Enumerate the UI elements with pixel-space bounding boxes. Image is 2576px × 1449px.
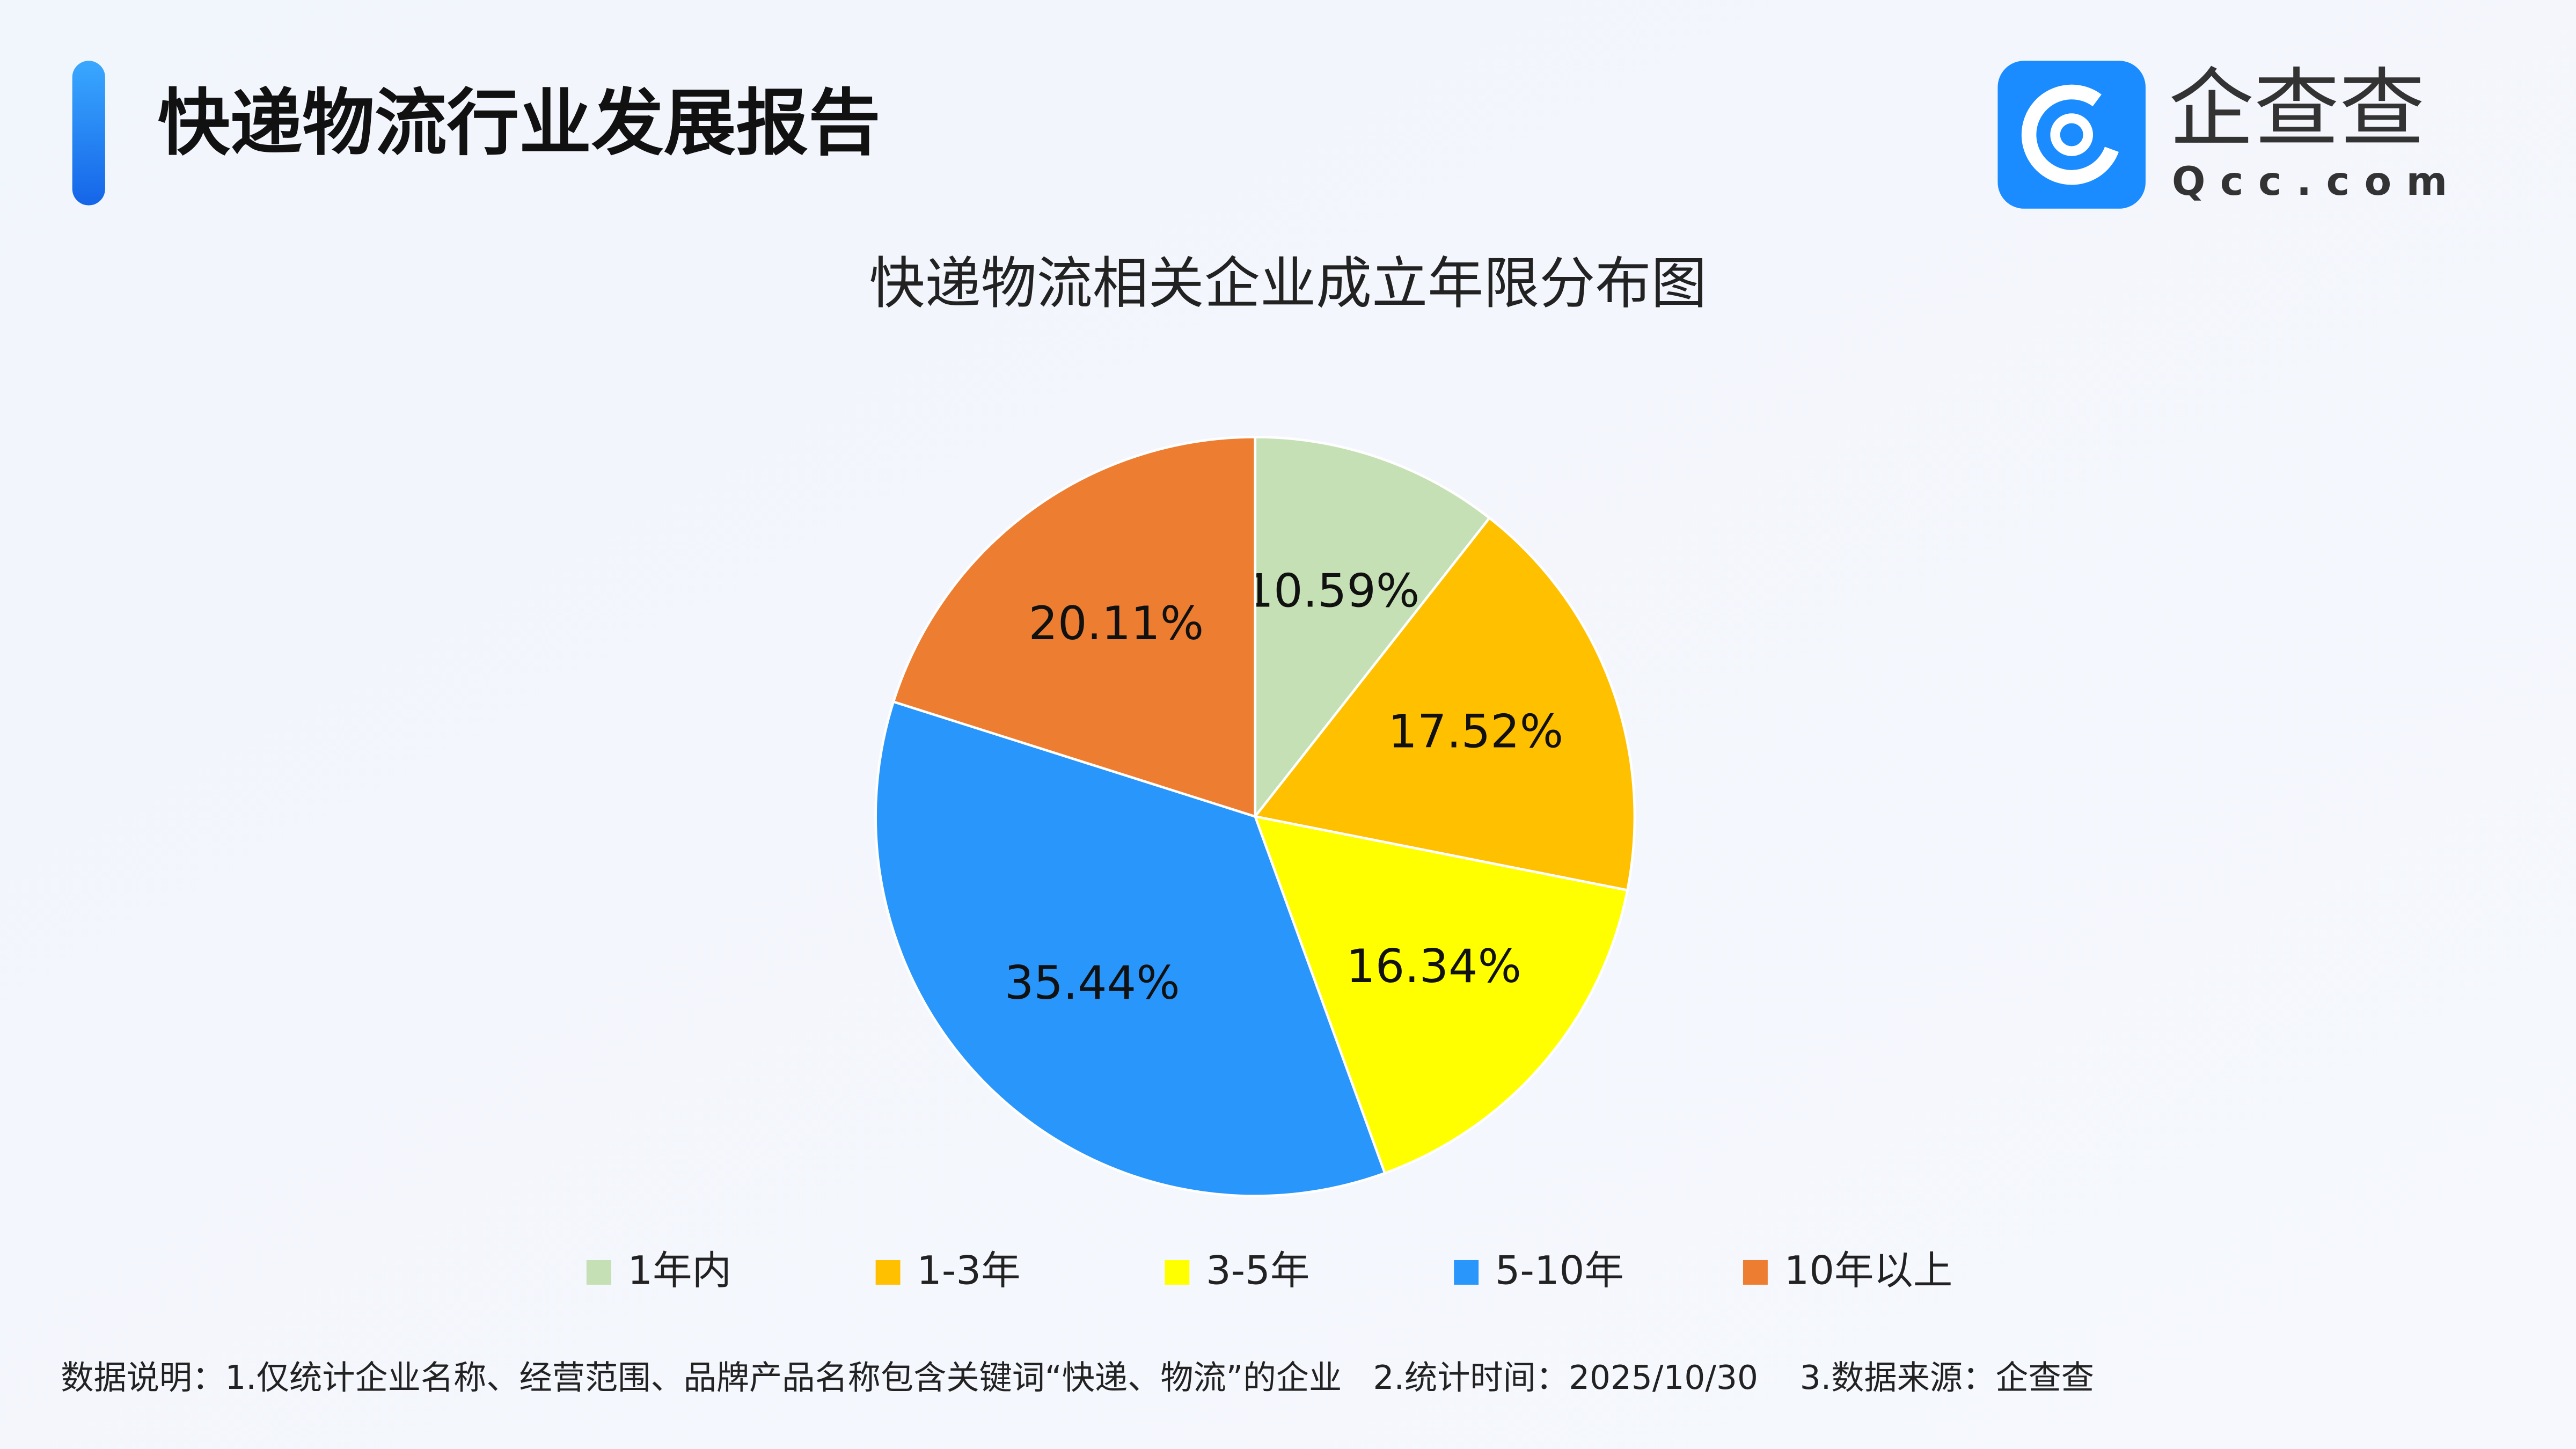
pie-slice bbox=[891, 435, 1257, 818]
pie-slice bbox=[1254, 435, 1491, 821]
data-label: 16.34% bbox=[1346, 940, 1521, 993]
data-label: 20.11% bbox=[1028, 597, 1204, 650]
logo-ring bbox=[2021, 84, 2122, 185]
chart-title: 快递物流相关企业成立年限分布图 bbox=[869, 251, 1707, 316]
data-label: 10.59% bbox=[1245, 564, 1420, 618]
legend-label: 1年内 bbox=[627, 1248, 731, 1293]
logo-icon bbox=[1997, 61, 2146, 209]
legend-label: 1-3年 bbox=[917, 1248, 1020, 1293]
legend-swatch bbox=[1454, 1260, 1479, 1285]
legend-swatch bbox=[1743, 1260, 1768, 1285]
data-label: 17.52% bbox=[1388, 705, 1563, 758]
pie-slice bbox=[1253, 516, 1636, 892]
data-label: 35.44% bbox=[1005, 956, 1180, 1010]
legend-label: 10年以上 bbox=[1784, 1248, 1952, 1293]
logo-domain: Qcc.com bbox=[2172, 159, 2462, 204]
pie-slice bbox=[874, 700, 1387, 1197]
logo-dot bbox=[2050, 113, 2093, 156]
legend-swatch bbox=[1165, 1260, 1190, 1285]
footnote: 数据说明：1.仅统计企业名称、经营范围、品牌产品名称包含关键词“快递、物流”的企… bbox=[61, 1359, 2094, 1397]
report-title: 快递物流行业发展报告 bbox=[158, 81, 881, 165]
legend-label: 3-5年 bbox=[1206, 1248, 1309, 1293]
logo: 企查查 Qcc.com bbox=[1997, 59, 2462, 209]
logo-name: 企查查 bbox=[2169, 59, 2425, 159]
legend-swatch bbox=[875, 1260, 901, 1285]
legend-label: 5-10年 bbox=[1495, 1248, 1624, 1293]
pie-slice bbox=[1253, 815, 1629, 1175]
title-accent bbox=[72, 61, 105, 206]
legend-swatch bbox=[586, 1260, 611, 1285]
